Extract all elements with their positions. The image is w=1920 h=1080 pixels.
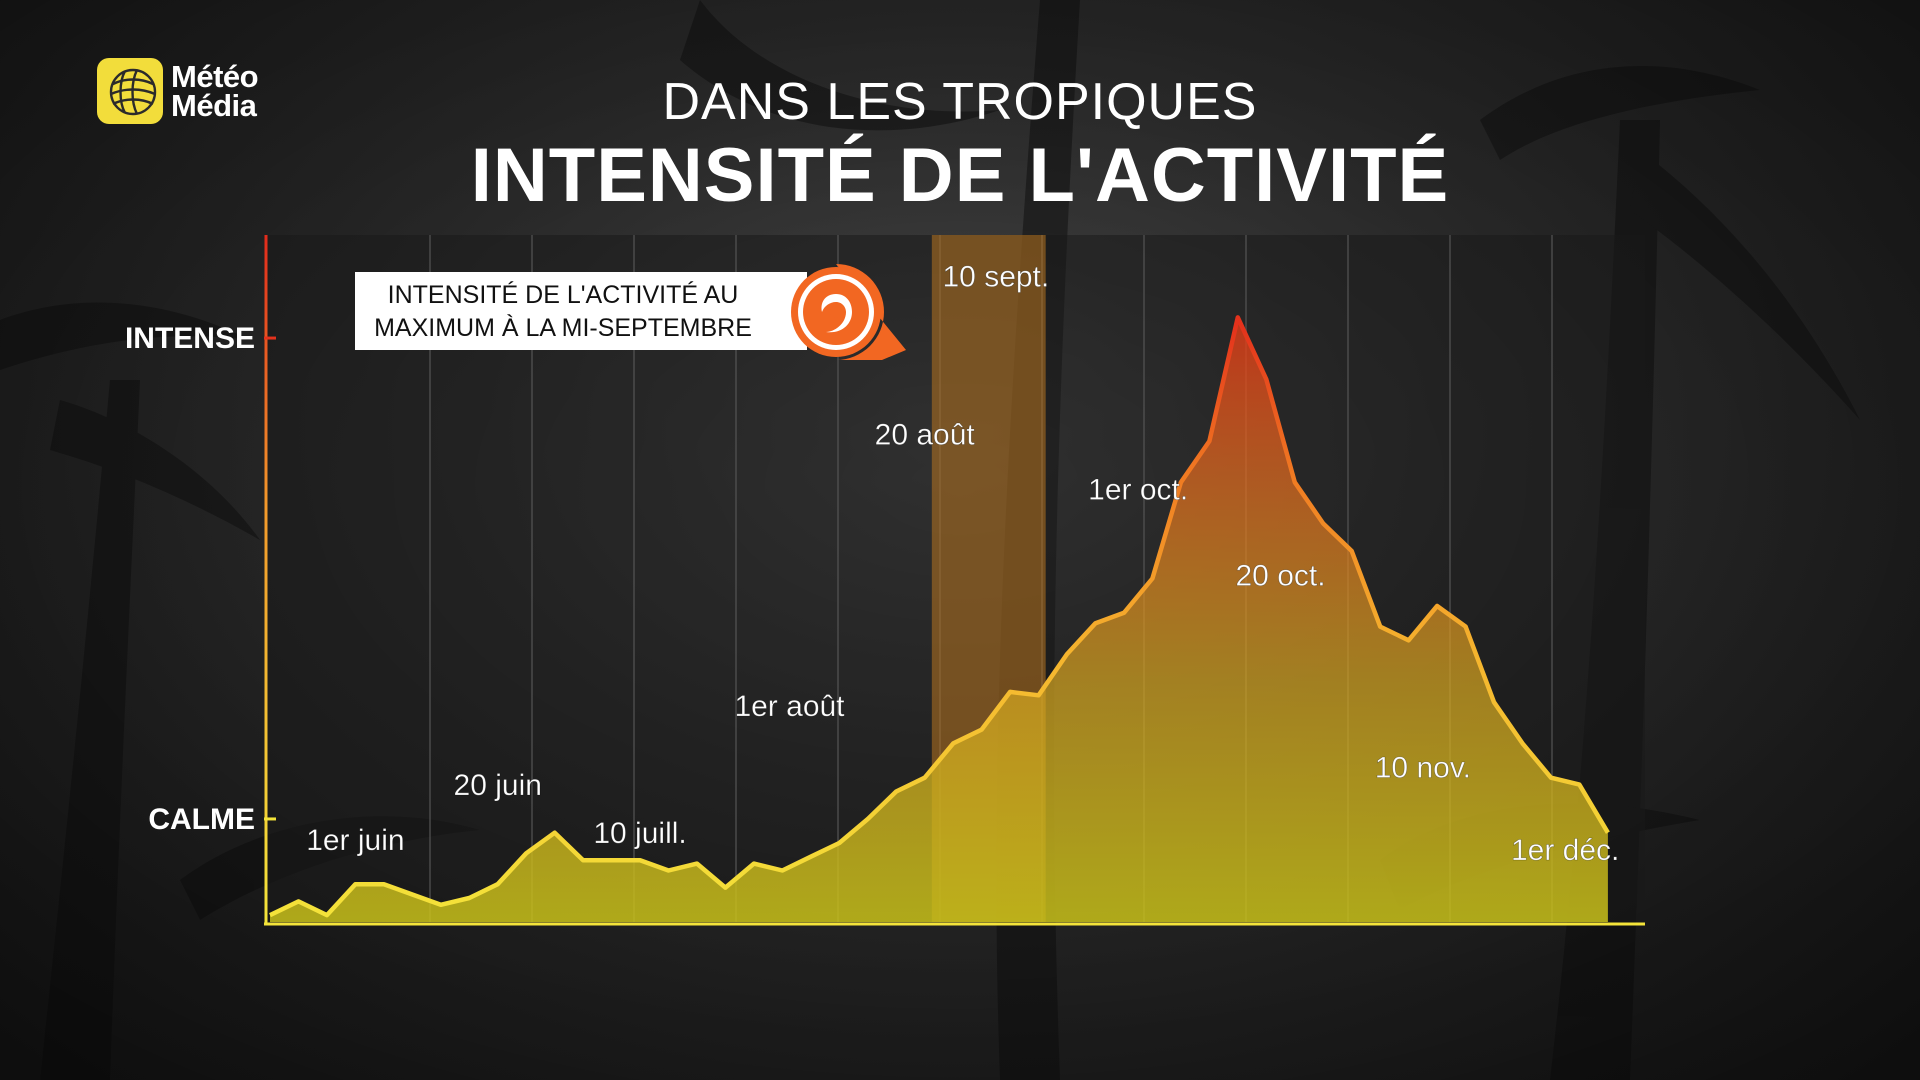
brand-name-line2: Média bbox=[171, 88, 257, 123]
callout-line1: INTENSITÉ DE L'ACTIVITÉ AU bbox=[387, 281, 739, 309]
date-annotation: 10 sept. bbox=[942, 261, 1049, 294]
page-title: INTENSITÉ DE L'ACTIVITÉ bbox=[470, 133, 1450, 218]
hurricane-icon bbox=[791, 264, 906, 360]
date-annotation: 10 nov. bbox=[1375, 752, 1471, 785]
y-tick-label: CALME bbox=[148, 803, 255, 836]
globe-icon bbox=[97, 58, 163, 124]
intensity-line bbox=[269, 315, 1610, 918]
date-annotation: 20 juin bbox=[454, 769, 542, 802]
page-subtitle: DANS LES TROPIQUES bbox=[662, 73, 1258, 131]
peak-callout: INTENSITÉ DE L'ACTIVITÉ AU MAXIMUM À LA … bbox=[355, 272, 807, 350]
date-annotation: 10 juill. bbox=[593, 817, 686, 850]
brand-name-line1: Météo bbox=[171, 59, 259, 94]
meteomedia-logo: Météo Média bbox=[97, 58, 259, 124]
intensity-area bbox=[270, 317, 1608, 922]
date-annotation: 1er août bbox=[734, 690, 845, 723]
date-annotation: 1er oct. bbox=[1088, 473, 1188, 506]
date-annotation: 1er juin bbox=[306, 824, 404, 857]
y-tick-label: INTENSE bbox=[125, 322, 255, 355]
date-annotation: 1er déc. bbox=[1511, 834, 1619, 867]
callout-line2: MAXIMUM À LA MI-SEPTEMBRE bbox=[374, 314, 752, 342]
date-annotation: 20 août bbox=[875, 419, 976, 452]
date-annotation: 20 oct. bbox=[1235, 559, 1325, 592]
